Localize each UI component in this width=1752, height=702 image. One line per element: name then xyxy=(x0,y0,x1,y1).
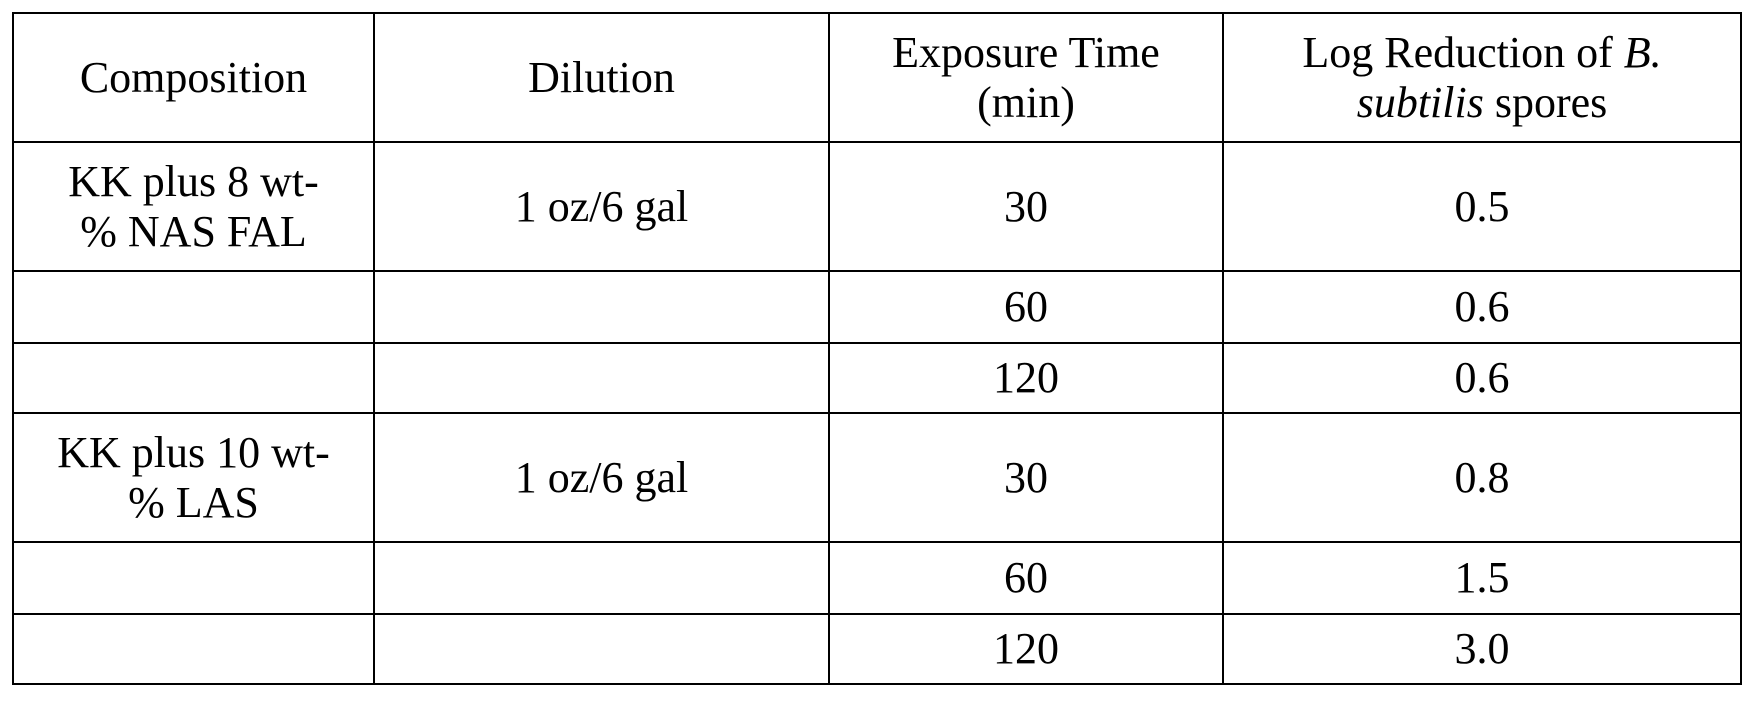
composition-cell-empty xyxy=(12,613,375,685)
table-row: 60 1.5 xyxy=(12,541,1742,615)
header-dilution-label: Dilution xyxy=(528,52,675,102)
header-composition: Composition xyxy=(12,12,375,143)
log-reduction-cell: 3.0 xyxy=(1222,613,1742,685)
dilution-cell-empty xyxy=(373,541,830,615)
header-log-reduction: Log Reduction of B. subtilis spores xyxy=(1222,12,1742,143)
header-row: Composition Dilution Exposure Time (min)… xyxy=(12,12,1742,143)
composition-cell: KK plus 8 wt- % NAS FAL xyxy=(12,141,375,272)
log-reduction-cell: 0.6 xyxy=(1222,342,1742,414)
header-dilution: Dilution xyxy=(373,12,830,143)
header-exposure-time: Exposure Time (min) xyxy=(828,12,1224,143)
composition-cell-empty xyxy=(12,541,375,615)
composition-line2: % LAS xyxy=(128,477,259,527)
table-row: 120 0.6 xyxy=(12,342,1742,414)
dilution-cell-empty xyxy=(373,613,830,685)
exposure-time-cell: 60 xyxy=(828,541,1224,615)
composition-cell-empty xyxy=(12,342,375,414)
log-reduction-cell: 0.6 xyxy=(1222,270,1742,344)
dilution-cell-empty xyxy=(373,342,830,414)
log-reduction-cell: 0.5 xyxy=(1222,141,1742,272)
exposure-time-cell: 30 xyxy=(828,412,1224,543)
log-reduction-cell: 1.5 xyxy=(1222,541,1742,615)
header-log-reduction-species: subtilis xyxy=(1356,77,1484,127)
composition-cell-empty xyxy=(12,270,375,344)
header-log-reduction-line1: Log Reduction of xyxy=(1302,27,1613,77)
composition-line1: KK plus 10 wt- xyxy=(57,427,330,477)
header-exposure-time-line1: Exposure Time xyxy=(892,27,1160,77)
exposure-time-cell: 120 xyxy=(828,342,1224,414)
header-composition-label: Composition xyxy=(79,52,308,102)
exposure-time-cell: 120 xyxy=(828,613,1224,685)
header-exposure-time-line2: (min) xyxy=(977,77,1075,127)
exposure-time-cell: 30 xyxy=(828,141,1224,272)
table-row: 60 0.6 xyxy=(12,270,1742,344)
log-reduction-cell: 0.8 xyxy=(1222,412,1742,543)
results-table: Composition Dilution Exposure Time (min)… xyxy=(12,12,1742,685)
table-row: KK plus 10 wt- % LAS 1 oz/6 gal 30 0.8 xyxy=(12,412,1742,543)
exposure-time-cell: 60 xyxy=(828,270,1224,344)
dilution-cell-empty xyxy=(373,270,830,344)
dilution-cell: 1 oz/6 gal xyxy=(373,141,830,272)
composition-line2: % NAS FAL xyxy=(80,206,307,256)
header-log-reduction-tail: spores xyxy=(1494,77,1608,127)
table-row: KK plus 8 wt- % NAS FAL 1 oz/6 gal 30 0.… xyxy=(12,141,1742,272)
header-log-reduction-genus: B. xyxy=(1623,27,1662,77)
composition-cell: KK plus 10 wt- % LAS xyxy=(12,412,375,543)
composition-line1: KK plus 8 wt- xyxy=(68,156,319,206)
table-row: 120 3.0 xyxy=(12,613,1742,685)
dilution-cell: 1 oz/6 gal xyxy=(373,412,830,543)
